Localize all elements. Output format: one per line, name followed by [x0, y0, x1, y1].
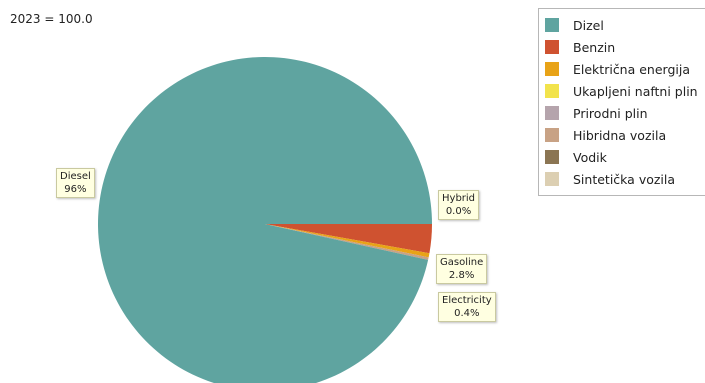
legend-swatch: [545, 62, 559, 76]
legend-label: Električna energija: [573, 61, 691, 77]
legend-label: Vodik: [573, 149, 607, 165]
callout-diesel-pct: 96%: [64, 184, 87, 195]
callout-hybrid-name: Hybrid: [442, 193, 476, 204]
index-note: 2023 = 100.0: [10, 12, 93, 26]
legend-item-dizel[interactable]: Dizel: [545, 16, 604, 34]
legend-label: Hibridna vozila: [573, 127, 667, 143]
callout-gasoline: Gasoline 2.8%: [436, 254, 488, 284]
callout-gasoline-pct: 2.8%: [448, 270, 475, 281]
pie-slice-elektri-na-energija[interactable]: [265, 224, 430, 258]
callout-diesel: Diesel 96%: [56, 168, 95, 198]
callout-electricity-name: Electricity: [442, 295, 492, 306]
callout-hybrid-pct: 0.0%: [445, 206, 472, 217]
legend: Dizel Benzin Električna energija Ukaplje…: [538, 8, 705, 196]
callout-electricity-pct: 0.4%: [454, 308, 480, 319]
legend-swatch: [545, 128, 559, 142]
legend-label: Dizel: [573, 17, 604, 33]
legend-item-sinteticka-vozila[interactable]: Sintetička vozila: [545, 170, 675, 188]
legend-label: Prirodni plin: [573, 105, 648, 121]
callout-gasoline-name: Gasoline: [440, 257, 484, 268]
callout-hybrid: Hybrid 0.0%: [438, 190, 480, 220]
legend-swatch: [545, 18, 559, 32]
legend-swatch: [545, 172, 559, 186]
legend-item-prirodni-plin[interactable]: Prirodni plin: [545, 104, 648, 122]
legend-label: Sintetička vozila: [573, 171, 676, 187]
legend-item-vodik[interactable]: Vodik: [545, 148, 607, 166]
legend-swatch: [545, 40, 559, 54]
legend-swatch: [545, 150, 559, 164]
callout-diesel-name: Diesel: [60, 171, 91, 182]
legend-label: Ukapljeni naftni plin: [573, 83, 698, 99]
pie-slice-benzin[interactable]: [265, 224, 432, 254]
legend-item-elektricna-energija[interactable]: Električna energija: [545, 60, 690, 78]
legend-item-benzin[interactable]: Benzin: [545, 38, 615, 56]
legend-item-ukapljeni-naftni-plin[interactable]: Ukapljeni naftni plin: [545, 82, 698, 100]
pie-slice-hibridna-vozila[interactable]: [265, 224, 429, 260]
legend-swatch: [545, 106, 559, 120]
legend-label: Benzin: [573, 39, 616, 55]
callout-electricity: Electricity 0.4%: [438, 292, 496, 322]
pie-slice-dizel[interactable]: [98, 57, 432, 383]
legend-swatch: [545, 84, 559, 98]
legend-item-hibridna-vozila[interactable]: Hibridna vozila: [545, 126, 666, 144]
